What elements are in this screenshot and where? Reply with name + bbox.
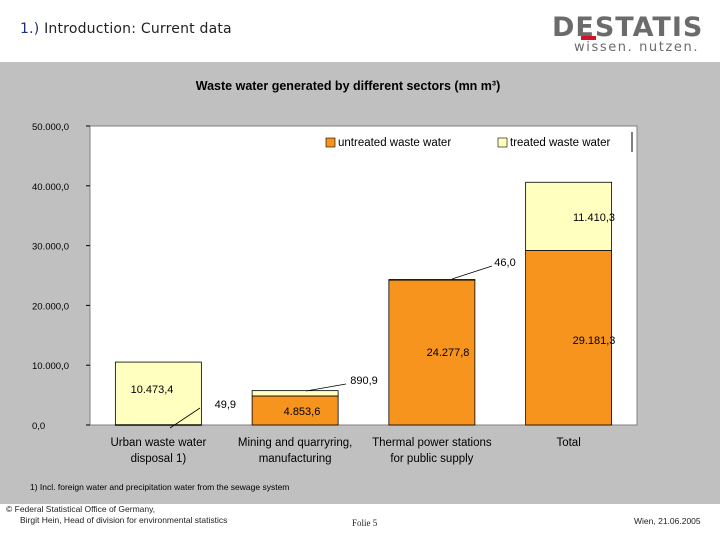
y-tick-label: 20.000,0 — [32, 301, 69, 312]
y-tick-label: 0,0 — [32, 421, 45, 432]
bar-treated — [388, 279, 476, 281]
logo-tagline: wissen. nutzen. — [574, 40, 700, 55]
data-label: 49,9 — [215, 399, 236, 411]
data-label-leader — [169, 407, 201, 429]
x-tick-label: Thermal power stations — [372, 437, 492, 449]
legend-label-untreated: untreated waste water — [338, 137, 451, 149]
bar-untreated — [251, 395, 339, 426]
data-label-leader — [451, 265, 493, 280]
bar-treated — [251, 390, 339, 397]
slide-title-section: Introduction: — [44, 21, 137, 37]
data-label: 29.181,3 — [573, 335, 616, 347]
footer-copyright: © Federal Statistical Office of Germany,… — [6, 504, 227, 526]
data-label: 890,9 — [350, 375, 378, 387]
data-label: 24.277,8 — [427, 347, 470, 359]
data-label: 11.410,3 — [573, 212, 615, 224]
copyright-line-2: Birgit Hein, Head of division for enviro… — [20, 515, 228, 525]
y-tick-label: 40.000,0 — [32, 182, 69, 193]
y-tick-label: 10.000,0 — [32, 361, 69, 372]
chart-footnote: 1) Incl. foreign water and precipitation… — [30, 482, 289, 492]
y-tick-label: 30.000,0 — [32, 242, 69, 253]
slide-title-topic: Current data — [140, 21, 232, 37]
chart-title: Waste water generated by different secto… — [196, 79, 500, 93]
slide-title: 1.) Introduction: Current data — [20, 21, 232, 37]
logo-wordmark: DESTATIS — [552, 12, 704, 43]
legend-swatch-untreated — [325, 137, 336, 148]
footer — [0, 504, 720, 540]
data-label: 46,0 — [494, 257, 515, 269]
data-label: 10.473,4 — [131, 384, 174, 396]
destatis-logo: DESTATIS wissen. nutzen. — [552, 12, 704, 55]
x-tick-label: disposal 1) — [131, 453, 187, 465]
x-tick-label: manufacturing — [259, 453, 332, 465]
data-label: 4.853,6 — [284, 406, 321, 418]
slide-number: Folie 5 — [352, 518, 378, 528]
waste-water-chart: Waste water generated by different secto… — [30, 79, 638, 492]
bar-untreated — [388, 279, 476, 426]
legend-label-treated: treated waste water — [510, 137, 611, 149]
slide-header — [0, 0, 720, 62]
x-tick-label: for public supply — [390, 453, 473, 465]
slide-title-number: 1.) — [20, 21, 40, 37]
x-tick-label: Mining and quarryring, — [238, 437, 352, 449]
data-label-leader — [305, 383, 347, 392]
x-tick-label: Urban waste water — [110, 437, 206, 449]
legend-swatch-treated — [497, 137, 508, 148]
logo-accent-bar — [581, 36, 596, 40]
bar-untreated — [525, 250, 613, 426]
x-tick-label: Total — [556, 437, 580, 449]
footer-date: Wien, 21.06.2005 — [634, 516, 701, 526]
bar-treated — [525, 181, 613, 251]
y-tick-label: 50.000,0 — [32, 122, 69, 133]
bar-treated — [114, 361, 202, 426]
copyright-line-1: © Federal Statistical Office of Germany, — [6, 504, 156, 514]
